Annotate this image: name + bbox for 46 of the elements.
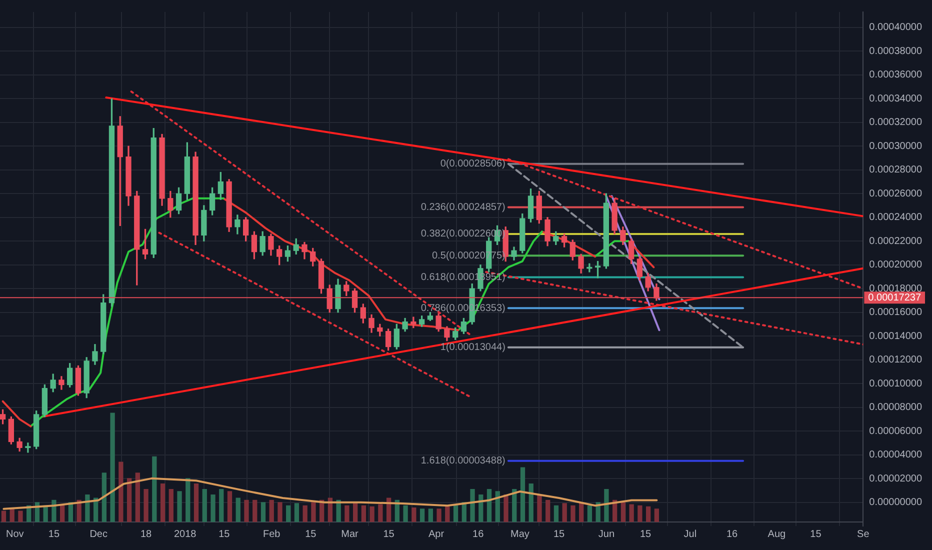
x-tick-label: 2018 [174, 528, 197, 540]
y-tick-label: 0.00024000 [869, 212, 922, 224]
y-tick-label: 0.00012000 [869, 354, 922, 366]
y-tick-label: 0.00040000 [869, 22, 922, 34]
x-tick-label: 18 [140, 528, 152, 540]
y-tick-label: 0.00020000 [869, 260, 922, 271]
x-tick-label: 15 [640, 528, 652, 540]
x-tick-label: 15 [218, 528, 230, 540]
y-tick-label: 0.00030000 [869, 140, 922, 152]
x-tick-label: Jun [598, 528, 615, 540]
annotation: 0.236(0.00024857) [420, 202, 506, 213]
x-tick-label: Jul [684, 528, 697, 540]
x-tick-label: May [510, 528, 530, 540]
x-tick-label: 16 [472, 528, 484, 540]
y-tick-label: 0.00034000 [869, 93, 922, 104]
x-tick-label: 16 [726, 528, 738, 540]
y-tick-label: 0.00004000 [869, 450, 922, 461]
ref-line-label: 0.00017237 [868, 292, 922, 304]
y-tick-label: 0.00000000 [869, 497, 922, 508]
y-tick-label: 0.00008000 [869, 402, 922, 414]
x-tick-label: 15 [383, 528, 395, 540]
x-tick-label: Aug [768, 528, 786, 540]
y-tick-label: 0.00028000 [869, 164, 922, 176]
x-tick-label: Apr [428, 528, 445, 540]
x-tick-label: Nov [6, 528, 24, 540]
y-tick-label: 0.00002000 [869, 473, 922, 484]
x-tick-label: Se [857, 528, 870, 540]
x-tick-label: Mar [341, 528, 360, 540]
y-tick-label: 0.00006000 [869, 426, 922, 437]
annotation: 1.618(0.00003488) [420, 456, 506, 467]
y-tick-label: 0.00014000 [869, 330, 922, 342]
x-tick-label: 15 [305, 528, 317, 540]
y-tick-label: 0.00032000 [869, 117, 922, 128]
x-tick-label: 15 [553, 528, 566, 540]
x-tick-label: Dec [90, 528, 108, 540]
x-tick-label: 15 [48, 528, 60, 540]
annotation: 0(0.00028506) [440, 158, 506, 170]
y-tick-label: 0.00038000 [869, 46, 922, 57]
y-tick-label: 0.00026000 [869, 188, 922, 200]
x-tick-label: 15 [810, 528, 822, 540]
y-tick-label: 0.00010000 [869, 378, 922, 390]
annotation: 1(0.00013044) [440, 342, 506, 354]
y-tick-label: 0.00036000 [869, 70, 922, 81]
x-tick-label: Feb [262, 528, 281, 540]
y-tick-label: 0.00016000 [869, 307, 922, 318]
y-tick-label: 0.00022000 [869, 236, 922, 247]
